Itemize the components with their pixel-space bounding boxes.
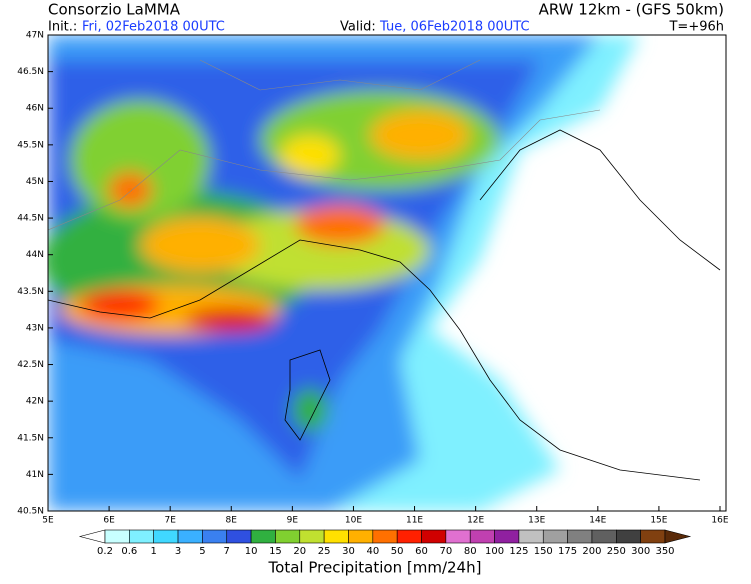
lat-label: 46N <box>26 104 44 114</box>
axis-ticks: 47N 46.5N 46N 45.5N 45N 44.5N 44N 43.5N 43N 42.5N… <box>17 31 729 526</box>
map-field <box>48 35 726 511</box>
lat-label: 41N <box>26 470 44 480</box>
colorbar-box <box>177 529 203 544</box>
lat-label: 44N <box>26 250 44 260</box>
colorbar-label: 80 <box>464 546 477 557</box>
colorbar: 0.2 0.6 1 3 5 7 10 15 20 25 30 40 50 60 70 80 100 125 150 1… <box>78 529 692 557</box>
colorbar-box <box>323 529 349 544</box>
lon-label: 8E <box>226 516 238 526</box>
colorbar-box <box>226 529 252 544</box>
lat-label: 47N <box>26 31 44 41</box>
colorbar-label: 15 <box>269 546 282 557</box>
colorbar-box <box>372 529 398 544</box>
lon-label: 16E <box>711 516 728 526</box>
colorbar-label: 70 <box>440 546 453 557</box>
colorbar-label: 300 <box>631 546 650 557</box>
colorbar-box <box>542 529 568 544</box>
colorbar-box <box>567 529 593 544</box>
precip-blobs <box>48 35 640 511</box>
colorbar-label: 0.2 <box>97 546 113 557</box>
colorbar-label: 175 <box>558 546 577 557</box>
lat-label: 46.5N <box>17 67 44 77</box>
left-title: Consorzio LaMMA <box>48 1 181 19</box>
lon-label: 13E <box>528 516 545 526</box>
colorbar-label: 60 <box>415 546 428 557</box>
lead-time: T=+96h <box>668 20 724 35</box>
colorbar-label: 125 <box>509 546 528 557</box>
colorbar-label: 0.6 <box>121 546 137 557</box>
right-title: ARW 12km - (GFS 50km) <box>539 1 724 19</box>
colorbar-box <box>421 529 447 544</box>
colorbar-label: 40 <box>366 546 379 557</box>
colorbar-box <box>518 529 544 544</box>
colorbar-box <box>591 529 617 544</box>
colorbar-label: 100 <box>485 546 504 557</box>
lat-label: 42.5N <box>17 360 44 370</box>
colorbar-box <box>494 529 520 544</box>
colorbar-box <box>299 529 325 544</box>
lon-label: 10E <box>345 516 362 526</box>
colorbar-box <box>445 529 471 544</box>
lat-label: 43.5N <box>17 287 44 297</box>
lat-label: 41.5N <box>17 433 44 443</box>
colorbar-label: 30 <box>342 546 355 557</box>
colorbar-label: 200 <box>582 546 601 557</box>
borders <box>48 59 601 231</box>
lon-label: 5E <box>42 516 54 526</box>
colorbar-label: 5 <box>199 546 205 557</box>
coastlines <box>48 129 721 481</box>
lat-label: 42N <box>26 397 44 407</box>
colorbar-box <box>469 529 495 544</box>
colorbar-box <box>250 529 276 544</box>
colorbar-box <box>275 529 301 544</box>
valid-label: Valid: <box>340 20 376 35</box>
init-value: Fri, 02Feb2018 00UTC <box>82 20 225 35</box>
colorbar-box <box>153 529 179 544</box>
lon-label: 9E <box>287 516 299 526</box>
colorbar-box <box>104 529 130 544</box>
lon-label: 7E <box>164 516 176 526</box>
lat-label: 44.5N <box>17 214 44 224</box>
init-label: Init.: <box>48 20 77 35</box>
colorbar-label: 50 <box>391 546 404 557</box>
lon-label: 14E <box>589 516 606 526</box>
colorbar-label: 1 <box>151 546 157 557</box>
colorbar-box <box>396 529 422 544</box>
lon-label: 6E <box>103 516 115 526</box>
colorbar-label: 7 <box>224 546 230 557</box>
colorbar-label: 10 <box>245 546 258 557</box>
colorbar-label: 250 <box>607 546 626 557</box>
colorbar-box <box>616 529 641 544</box>
colorbar-arrow-right <box>664 529 692 544</box>
colorbar-label: 150 <box>534 546 553 557</box>
lon-label: 15E <box>650 516 667 526</box>
colorbar-label: 350 <box>655 546 674 557</box>
colorbar-label: 3 <box>175 546 181 557</box>
lat-label: 40.5N <box>17 507 44 517</box>
lat-label: 45N <box>26 177 44 187</box>
lat-label: 43N <box>26 323 44 333</box>
legend-title: Total Precipitation [mm/24h] <box>268 559 482 577</box>
colorbar-label: 25 <box>318 546 331 557</box>
lon-label: 11E <box>406 516 423 526</box>
map-frame <box>47 34 727 512</box>
valid-value: Tue, 06Feb2018 00UTC <box>379 20 530 35</box>
colorbar-box <box>202 529 228 544</box>
lon-label: 12E <box>467 516 484 526</box>
lat-label: 45.5N <box>17 140 44 150</box>
colorbar-arrow-left <box>78 529 106 544</box>
colorbar-box <box>640 529 666 544</box>
colorbar-box <box>129 529 154 544</box>
colorbar-box <box>348 529 374 544</box>
colorbar-label: 20 <box>293 546 306 557</box>
